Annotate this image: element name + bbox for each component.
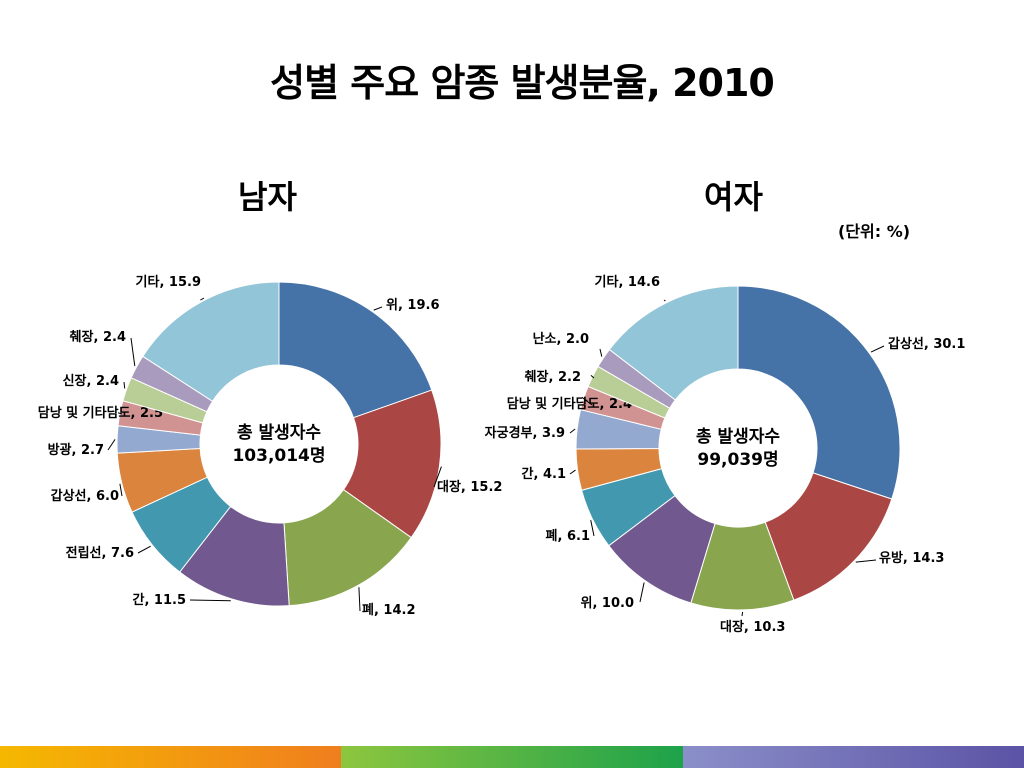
- slice-label-10: 췌장, 2.4: [70, 329, 126, 345]
- slice-label-3: 대장, 10.3: [720, 619, 785, 635]
- slice-label-10: 난소, 2.0: [533, 332, 589, 347]
- footer-bar-green: [341, 746, 683, 768]
- center-label-title: 총 발생자수: [696, 427, 780, 447]
- slice-label-4: 위, 10.0: [581, 596, 635, 611]
- slice-label-9: 췌장, 2.2: [525, 369, 581, 385]
- leader-line-10: [130, 337, 136, 366]
- leader-line-3: [741, 611, 744, 617]
- slice-label-2: 대장, 15.2: [437, 479, 502, 495]
- slice-label-5: 전립선, 7.6: [66, 545, 134, 561]
- slice-label-7: 방광, 2.7: [48, 442, 104, 458]
- slice-label-11: 기타, 15.9: [136, 274, 201, 290]
- leader-line-10: [599, 348, 603, 357]
- footer-bar-purple: [683, 746, 1024, 768]
- donut-slice-1: [737, 285, 901, 500]
- slice-label-2: 유방, 14.3: [879, 550, 944, 566]
- leader-line-3: [358, 587, 361, 612]
- footer-bar-yellow: [0, 746, 341, 768]
- leader-line-5: [590, 520, 595, 537]
- male-chart-title: 남자: [238, 178, 297, 216]
- leader-line-4: [639, 582, 645, 603]
- slice-label-11: 기타, 14.6: [595, 274, 660, 290]
- center-label-title: 총 발생자수: [237, 423, 321, 443]
- leader-line-9: [123, 381, 126, 389]
- leader-line-1: [373, 306, 383, 311]
- leader-line-4: [189, 599, 231, 602]
- slice-label-7: 자궁경부, 3.9: [485, 425, 565, 441]
- leader-line-5: [137, 545, 151, 554]
- slice-label-5: 폐, 6.1: [546, 529, 590, 544]
- leader-line-7: [569, 428, 576, 434]
- slice-label-9: 신장, 2.4: [63, 373, 119, 389]
- leader-line-6: [119, 483, 123, 497]
- leader-line-11: [663, 299, 666, 302]
- center-label-total: 99,039명: [697, 450, 778, 470]
- center-label-total: 103,014명: [232, 446, 325, 466]
- slice-label-8: 담낭 및 기타담도, 2.5: [38, 405, 163, 421]
- leader-line-9: [590, 375, 595, 379]
- slice-label-1: 위, 19.6: [386, 298, 440, 313]
- donut-slice-1: [278, 281, 433, 419]
- female-chart-title: 여자: [704, 178, 763, 216]
- leader-line-2: [855, 559, 877, 563]
- donut-slice-11: [608, 285, 739, 401]
- leader-line-8: [581, 396, 593, 406]
- slice-label-8: 담낭 및 기타담도, 2.4: [507, 396, 632, 412]
- leader-line-11: [200, 297, 205, 301]
- unit-note: (단위: %): [838, 222, 911, 241]
- leader-line-6: [569, 469, 576, 475]
- leader-line-7: [107, 439, 116, 451]
- leader-line-2: [433, 466, 442, 488]
- leader-line-1: [870, 345, 885, 353]
- slide-title: 성별 주요 암종 발생분율, 2010: [270, 61, 775, 105]
- leader-line-8: [117, 412, 123, 415]
- slice-label-1: 갑상선, 30.1: [888, 336, 965, 352]
- slice-label-6: 간, 4.1: [522, 466, 566, 482]
- slice-label-6: 갑상선, 6.0: [51, 488, 119, 504]
- slice-label-3: 폐, 14.2: [362, 603, 416, 618]
- donut-slice-11: [142, 281, 280, 402]
- slice-label-4: 간, 11.5: [133, 592, 187, 608]
